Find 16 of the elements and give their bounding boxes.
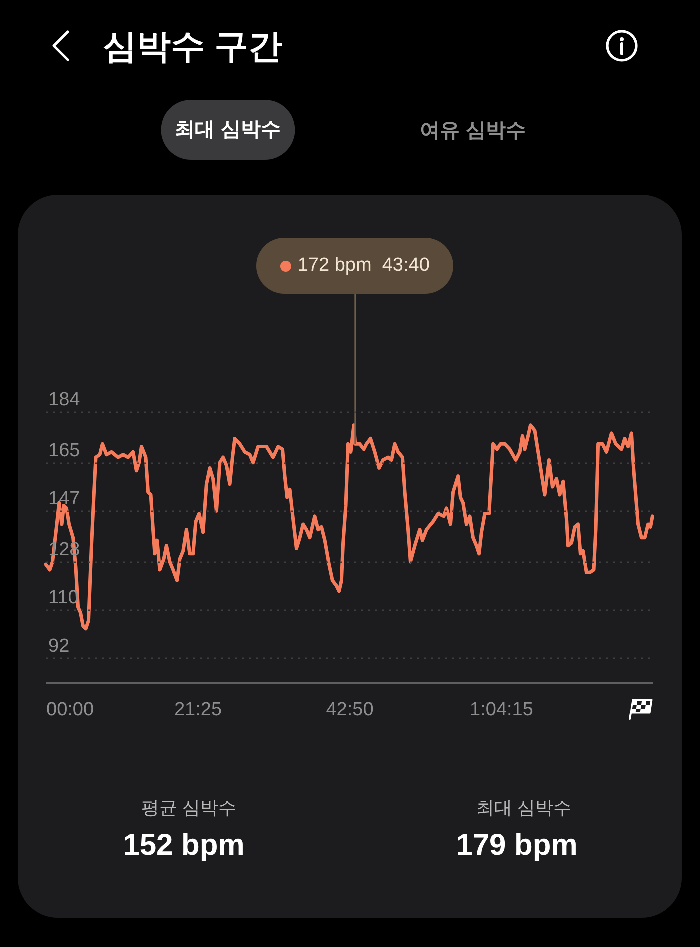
x-tick-label: 00:00 xyxy=(46,700,94,720)
text: 152 bpm xyxy=(123,828,245,864)
text: 여유 심박수 xyxy=(420,119,526,144)
y-tick-label: 92 xyxy=(48,636,70,657)
chart-title: 심박수 구간 xyxy=(103,27,282,68)
text: 최대 심박수 xyxy=(476,797,572,820)
selected-tab: 최대 심박수 xyxy=(161,100,295,160)
text: 평균 심박수 xyxy=(141,797,237,820)
y-tick-label: 165 xyxy=(48,440,80,462)
x-tick-label: 21:25 xyxy=(174,700,222,720)
y-tick-label: 147 xyxy=(48,488,80,510)
y-tick-label: 184 xyxy=(48,390,81,410)
annotation: 172 bpm 43:40 xyxy=(298,255,430,277)
x-tick-label: 42:50 xyxy=(326,700,374,720)
text: 179 bpm xyxy=(456,828,578,864)
x-tick-label: 1:04:15 xyxy=(470,700,534,720)
